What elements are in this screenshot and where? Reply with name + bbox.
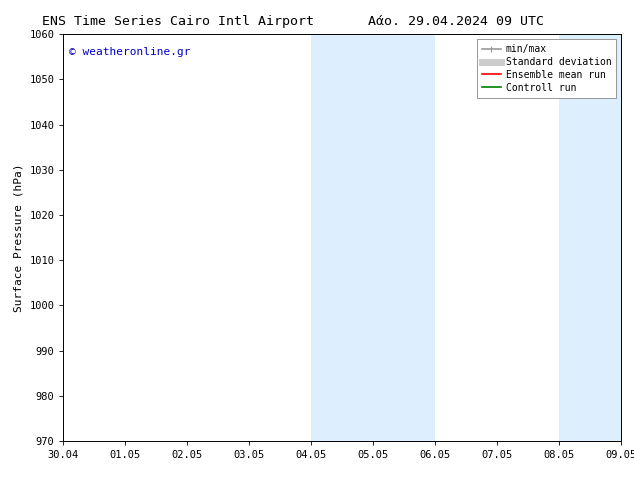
Bar [311, 34, 436, 441]
Text: ENS Time Series Cairo Intl Airport: ENS Time Series Cairo Intl Airport [41, 15, 314, 28]
Bar [559, 34, 621, 441]
Text: © weatheronline.gr: © weatheronline.gr [69, 47, 190, 56]
Text: Αάο. 29.04.2024 09 UTC: Αάο. 29.04.2024 09 UTC [368, 15, 545, 28]
Legend: min/max, Standard deviation, Ensemble mean run, Controll run: min/max, Standard deviation, Ensemble me… [477, 39, 616, 98]
Y-axis label: Surface Pressure (hPa): Surface Pressure (hPa) [14, 163, 24, 312]
